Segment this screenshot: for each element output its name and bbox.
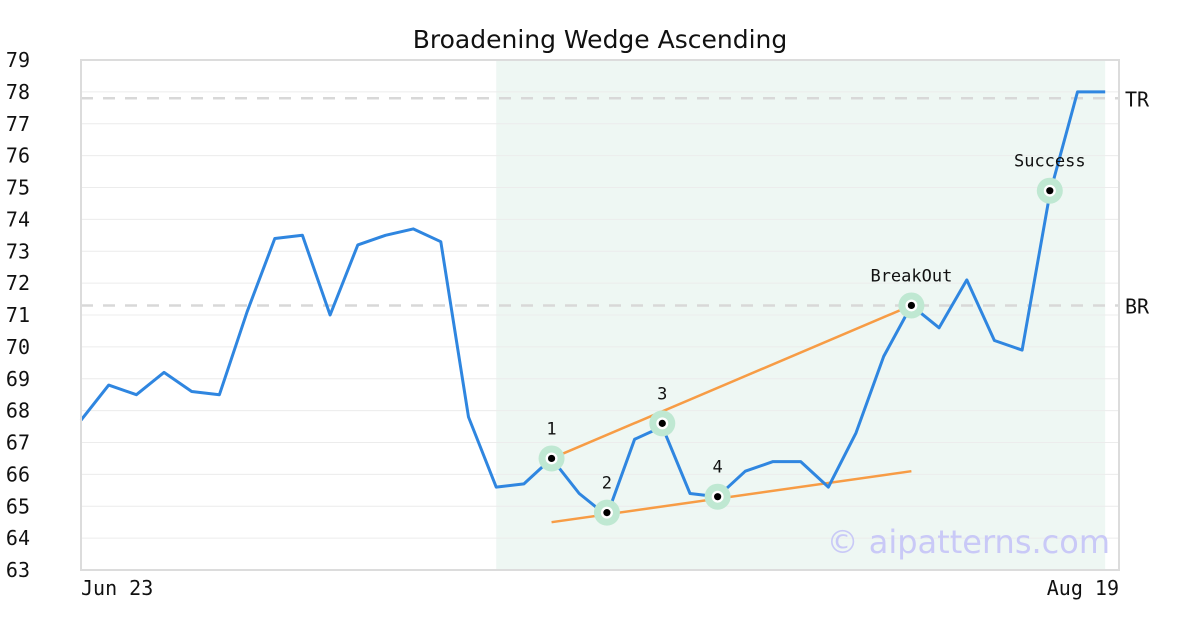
point-label: 3: [657, 384, 667, 404]
point-marker: [603, 509, 611, 517]
point-label: BreakOut: [870, 266, 952, 286]
price-line: [79, 90, 1106, 518]
point-marker: [547, 454, 556, 463]
y-tick-label: 78: [6, 80, 30, 104]
point-marker: [658, 419, 666, 427]
point-label: 4: [713, 458, 723, 478]
reference-lines: TR BR: [81, 87, 1150, 318]
point-marker: [1046, 187, 1054, 195]
y-tick-label: 67: [6, 431, 30, 455]
y-tick-label: 71: [6, 303, 30, 327]
y-axis-ticks: 63 64 65 66 67 68 69 70 71 72 73 74 75 76 77 78 79: [6, 48, 30, 582]
reference-label: TR: [1125, 87, 1150, 111]
point-label: Success: [1014, 152, 1086, 172]
point-label: 2: [602, 474, 612, 494]
plot-frame: [80, 59, 1120, 571]
y-tick-label: 76: [6, 144, 30, 168]
point-label: 1: [546, 419, 556, 439]
y-tick-label: 64: [6, 526, 30, 550]
x-tick-label: Jun 23: [81, 576, 153, 600]
y-tick-label: 69: [6, 367, 30, 391]
y-tick-label: 75: [6, 176, 30, 200]
y-tick-label: 70: [6, 335, 30, 359]
y-tick-label: 66: [6, 462, 30, 486]
y-tick-label: 72: [6, 271, 30, 295]
trendline: [551, 304, 912, 460]
chart-title: Broadening Wedge Ascending: [413, 25, 788, 54]
y-tick-label: 73: [6, 239, 30, 263]
reference-label: BR: [1125, 294, 1150, 318]
y-tick-label: 77: [6, 112, 30, 136]
pattern-points: 1 2 3 4 BreakOut Success: [538, 152, 1086, 526]
point-marker: [907, 301, 916, 310]
y-tick-label: 79: [6, 48, 30, 72]
watermark: © aipatterns.com: [827, 523, 1110, 561]
point-marker: [714, 493, 722, 501]
x-tick-label: Aug 19: [1047, 576, 1119, 600]
y-tick-label: 63: [6, 558, 30, 582]
y-tick-label: 65: [6, 494, 30, 518]
grid: [81, 59, 1119, 571]
y-tick-label: 74: [6, 207, 30, 231]
y-tick-label: 68: [6, 399, 30, 423]
x-axis-ticks: Jun 23 Aug 19: [81, 576, 1119, 600]
